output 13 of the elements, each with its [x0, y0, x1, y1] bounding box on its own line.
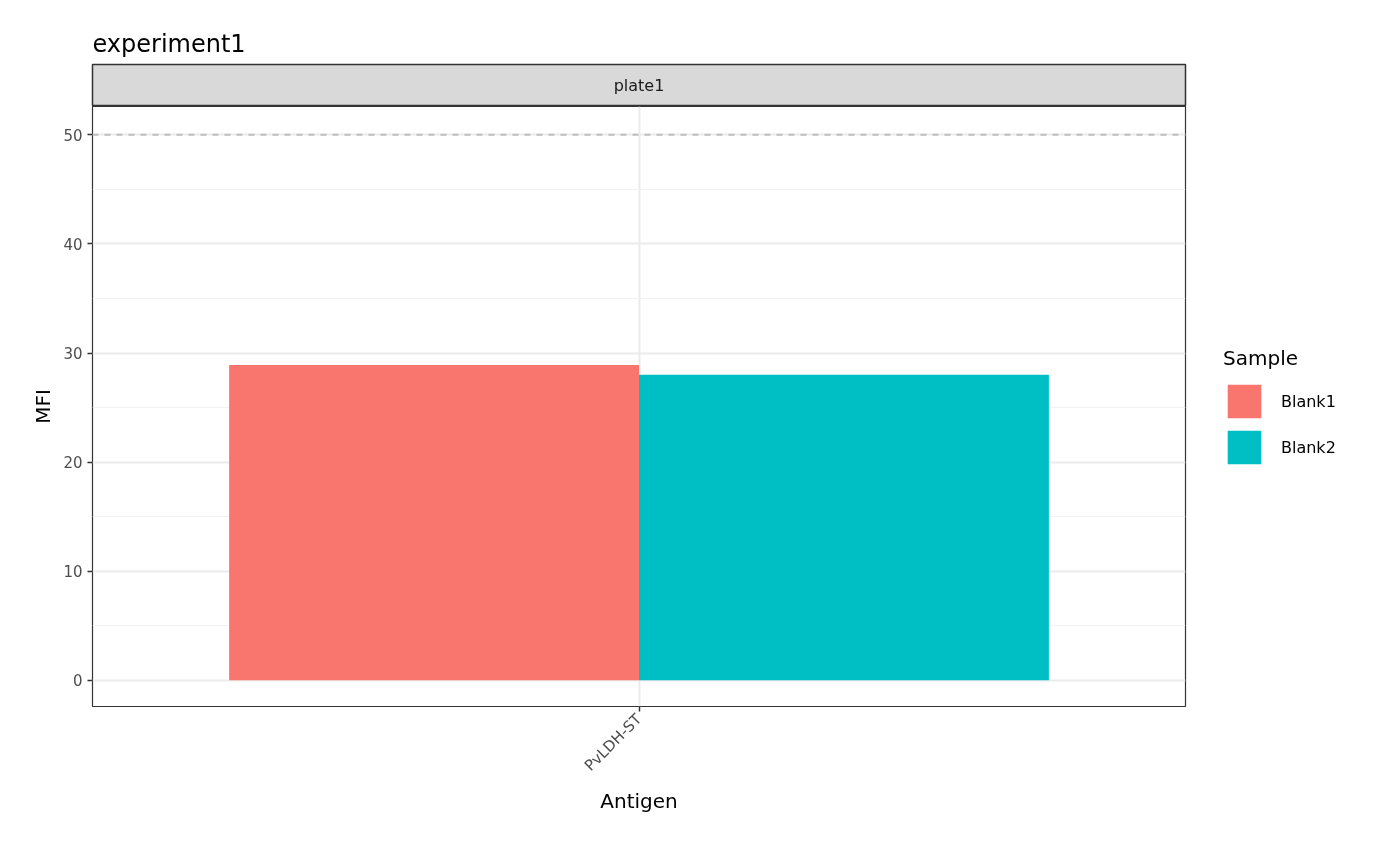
y-tick-label: 40 — [63, 235, 83, 254]
y-tick-label: 30 — [63, 345, 83, 364]
y-tick-label: 0 — [72, 672, 83, 691]
y-axis-title: MFI — [31, 389, 56, 424]
legend-title: Sample — [1223, 346, 1299, 370]
y-tick-label: 50 — [63, 126, 83, 145]
y-tick-label: 10 — [63, 563, 83, 582]
legend-label: Blank1 — [1281, 391, 1336, 411]
chart-subtitle: plate1 — [613, 76, 665, 95]
x-axis-title: Antigen — [600, 788, 678, 813]
chart-title: experiment1 — [92, 29, 246, 58]
legend-label: Blank2 — [1281, 437, 1336, 457]
y-tick-label: 20 — [63, 454, 83, 473]
